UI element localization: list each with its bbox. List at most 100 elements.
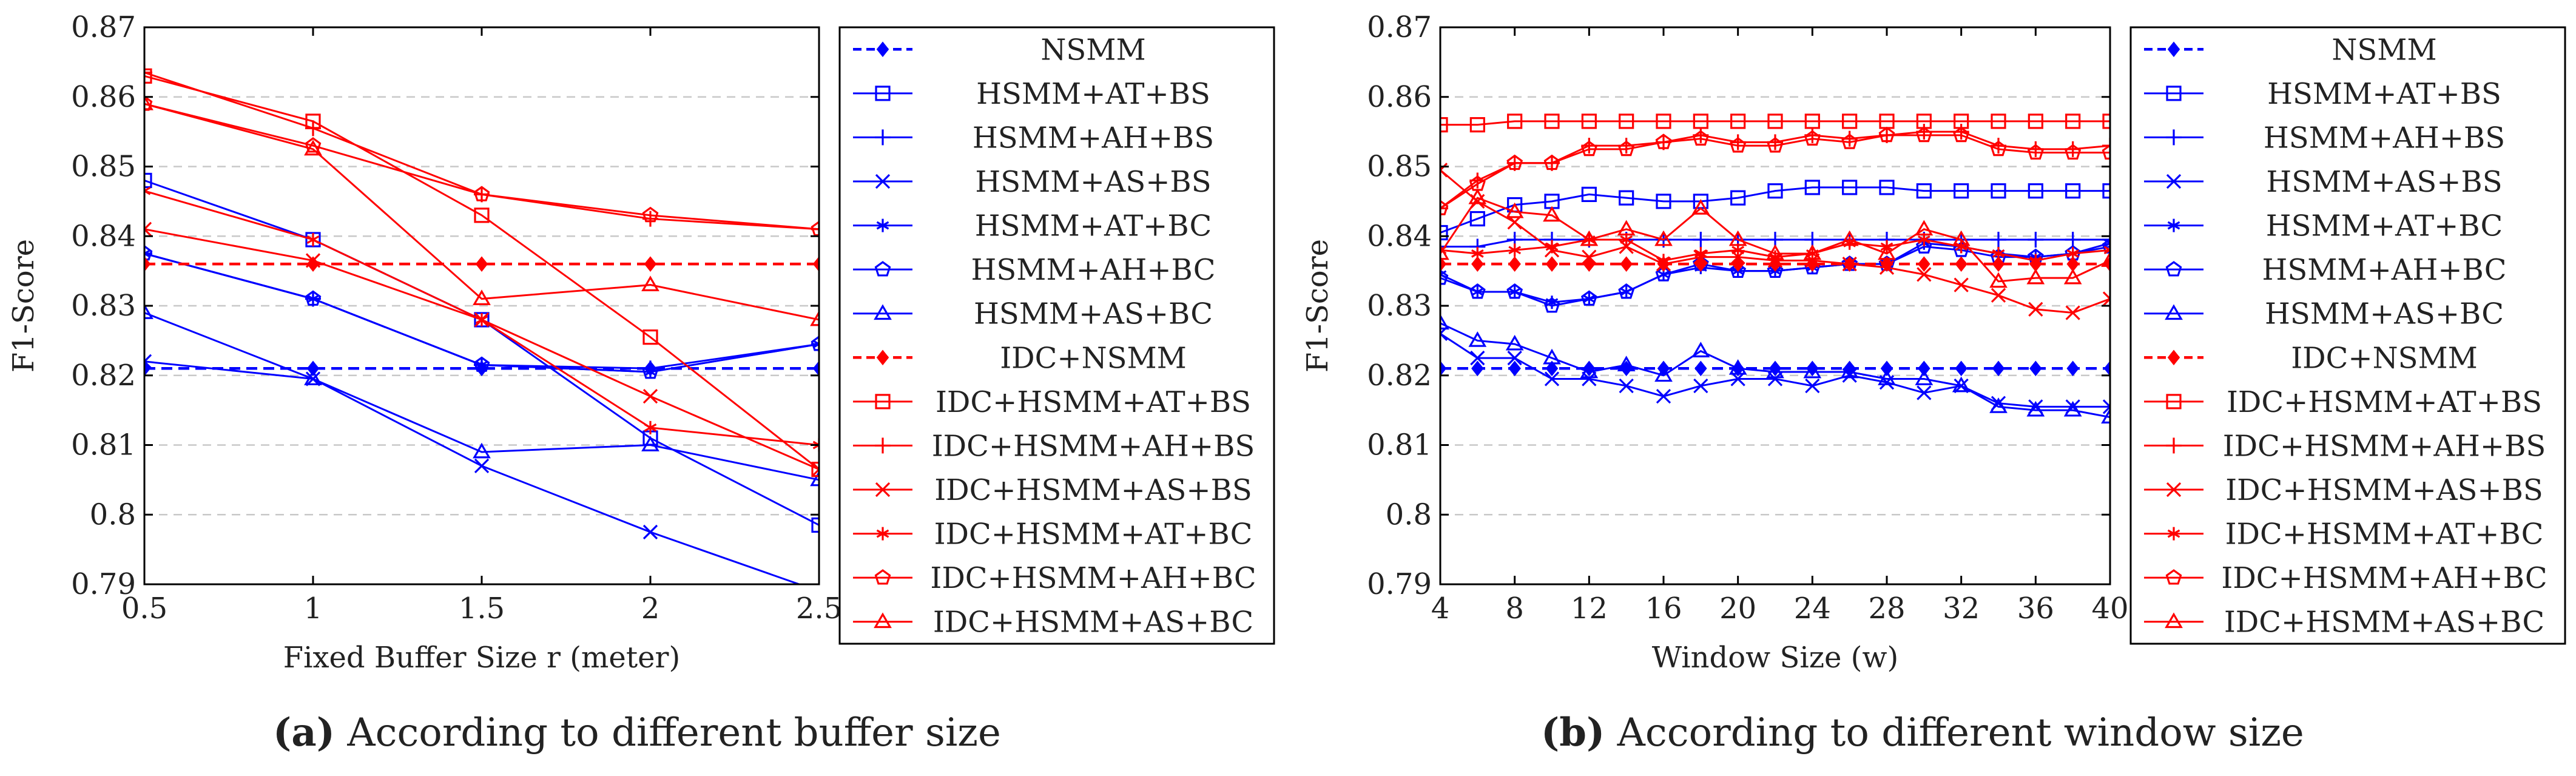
- pa-xtick-label-3: 2: [641, 592, 660, 626]
- pb-point-idc-hsmm-as-bc-17: [2063, 268, 2082, 285]
- pa-point-nsmm-4: [812, 360, 819, 377]
- pb-legend-label-hsmm-ah-bs: HSMM+AH+BS: [2264, 121, 2505, 155]
- pa-point-idc-hsmm-ah-bc-2: [473, 186, 490, 201]
- pb-ytick-label-7: 0.86: [1367, 80, 1432, 114]
- pb-point-hsmm-ah-bs-16: [2028, 231, 2044, 248]
- caption-a-text: According to different buffer size: [335, 710, 1001, 755]
- pa-legend-marker-hsmm-as-bc: [874, 304, 892, 320]
- pa-legend-label-idc-hsmm-as-bs: IDC+HSMM+AS+BS: [934, 473, 1252, 507]
- pb-point-hsmm-at-bs-8: [1730, 190, 1746, 206]
- pb-point-hsmm-as-bc-4: [1580, 362, 1599, 379]
- pb-legend-marker-idc-hsmm-at-bs: [2166, 394, 2182, 410]
- pb-point-idc-hsmm-at-bs-5: [1619, 113, 1634, 129]
- pb-point-hsmm-as-bs-4: [1582, 371, 1597, 386]
- pb-point-idc-hsmm-as-bc-12: [1878, 244, 1896, 260]
- pb-point-hsmm-as-bc-7: [1691, 342, 1710, 357]
- pb-point-hsmm-ah-bs-7: [1693, 231, 1709, 248]
- pa-point-hsmm-at-bs-0: [144, 172, 152, 189]
- pa-point-idc-nsmm-4: [812, 256, 819, 272]
- pa-point-idc-hsmm-as-bc-3: [641, 275, 659, 291]
- pa-point-idc-hsmm-as-bs-3: [642, 389, 658, 404]
- pb-point-idc-hsmm-as-bs-4: [1582, 249, 1597, 265]
- pb-point-idc-hsmm-as-bc-10: [1803, 244, 1822, 260]
- pb-point-hsmm-as-bc-10: [1803, 362, 1822, 379]
- pb-xtick-label-6: 28: [1868, 592, 1905, 626]
- pb-point-idc-hsmm-ah-bs-18: [2102, 138, 2110, 154]
- pa-legend-marker-idc-hsmm-at-bs: [875, 394, 891, 410]
- pa-series-idc-hsmm-ah-bs: [144, 64, 819, 237]
- pa-point-hsmm-at-bs-4: [811, 517, 819, 533]
- pa-legend-marker-idc-hsmm-ah-bc: [874, 569, 891, 585]
- pa-point-nsmm-1: [306, 360, 320, 377]
- pb-point-idc-hsmm-as-bc-15: [1989, 272, 2008, 288]
- pb-point-nsmm-13: [1918, 360, 1930, 377]
- pb-xtick-label-4: 20: [1719, 592, 1756, 626]
- pa-point-idc-hsmm-as-bc-4: [810, 310, 819, 326]
- pb-series-nsmm: [1440, 360, 2110, 377]
- pb-point-idc-hsmm-at-bs-16: [2028, 113, 2043, 129]
- pb-point-idc-hsmm-ah-bc-11: [1841, 133, 1858, 149]
- pb-ytick-label-3: 0.82: [1367, 359, 1432, 393]
- pb-point-hsmm-as-bc-6: [1654, 366, 1673, 382]
- pb-point-hsmm-ah-bc-5: [1618, 283, 1635, 299]
- pb-series-idc-hsmm-at-bs: [1440, 113, 2110, 133]
- pb-point-idc-nsmm-4: [1583, 256, 1596, 272]
- pb-point-idc-hsmm-as-bs-12: [1879, 260, 1895, 275]
- pa-legend-marker-idc-hsmm-as-bs: [875, 482, 891, 498]
- pa-point-idc-hsmm-as-bs-1: [305, 253, 321, 268]
- pb-point-nsmm-15: [1992, 360, 2005, 377]
- pb-point-hsmm-ah-bc-1: [1469, 283, 1486, 299]
- pb-point-idc-hsmm-as-bc-7: [1691, 199, 1710, 215]
- pb-legend-label-idc-hsmm-ah-bs: IDC+HSMM+AH+BS: [2223, 429, 2546, 463]
- pb-legend-label-nsmm: NSMM: [2332, 33, 2436, 67]
- pa-line-idc-hsmm-as-bc: [144, 103, 819, 321]
- caption-a-label: (a): [273, 710, 335, 755]
- pb-legend-label-idc-hsmm-as-bc: IDC+HSMM+AS+BC: [2224, 606, 2544, 639]
- pb-series-hsmm-at-bs: [1440, 180, 2110, 241]
- pb-point-hsmm-as-bs-7: [1693, 378, 1708, 394]
- pa-series-hsmm-at-bs: [144, 172, 819, 533]
- pb-point-idc-hsmm-at-bs-2: [1507, 113, 1523, 129]
- pa-legend-label-idc-hsmm-as-bc: IDC+HSMM+AS+BC: [933, 606, 1253, 639]
- pa-legend-label-hsmm-ah-bc: HSMM+AH+BC: [971, 253, 1216, 287]
- pb-point-hsmm-as-bc-14: [1952, 376, 1971, 393]
- pb-ylabel: F1-Score: [1301, 239, 1335, 373]
- pb-point-idc-hsmm-at-bs-4: [1581, 113, 1597, 129]
- caption-a: (a) According to different buffer size: [273, 710, 1001, 755]
- pa-xtick-label-0: 0.5: [121, 592, 167, 626]
- pb-legend-label-hsmm-ah-bc: HSMM+AH+BC: [2262, 253, 2507, 287]
- pb-ytick-label-6: 0.85: [1367, 150, 1432, 184]
- pb-legend-marker-hsmm-ah-bc: [2165, 261, 2182, 277]
- pa-point-idc-hsmm-ah-bc-4: [811, 220, 819, 237]
- pa-legend-marker-idc-hsmm-ah-bs: [875, 437, 891, 454]
- pb-point-idc-hsmm-at-bs-17: [2065, 113, 2081, 129]
- pa-point-idc-hsmm-at-bs-4: [811, 462, 819, 477]
- pb-series-idc-hsmm-ah-bc: [1440, 126, 2110, 215]
- pb-point-hsmm-at-bs-11: [1842, 180, 1858, 195]
- pb-point-idc-hsmm-as-bc-4: [1580, 230, 1599, 246]
- pb-legend-label-idc-hsmm-at-bc: IDC+HSMM+AT+BC: [2225, 518, 2544, 552]
- pb-point-hsmm-ah-bc-6: [1655, 266, 1672, 282]
- pb-point-hsmm-at-bs-1: [1469, 211, 1485, 227]
- pb-point-hsmm-as-bc-0: [1440, 314, 1449, 330]
- pa-point-idc-hsmm-at-bc-4: [812, 438, 819, 452]
- pb-point-idc-hsmm-as-bs-0: [1440, 163, 1448, 178]
- pb-point-idc-hsmm-ah-bc-9: [1767, 137, 1784, 153]
- pb-point-idc-hsmm-ah-bc-10: [1804, 130, 1821, 146]
- pa-ytick-label-4: 0.83: [71, 289, 136, 323]
- pb-point-idc-hsmm-as-bc-13: [1915, 220, 1934, 236]
- pb-point-hsmm-as-bs-18: [2102, 399, 2110, 414]
- pb-ytick-label-8: 0.87: [1367, 10, 1432, 44]
- pa-legend-marker-idc-nsmm: [876, 349, 889, 366]
- pb-legend-marker-hsmm-at-bs: [2166, 86, 2182, 101]
- caption-b-label: (b): [1541, 710, 1605, 755]
- pb-point-hsmm-at-bs-5: [1619, 190, 1634, 206]
- pa-line-idc-hsmm-ah-bs: [144, 72, 819, 231]
- pb-point-nsmm-7: [1694, 360, 1707, 377]
- pa-legend-marker-hsmm-as-bs: [875, 174, 891, 189]
- pa-series-hsmm-ah-bc: [144, 245, 819, 379]
- pb-point-idc-hsmm-ah-bc-3: [1543, 154, 1560, 170]
- pb-xtick-label-5: 24: [1794, 592, 1831, 626]
- pb-point-idc-hsmm-as-bc-14: [1952, 230, 1971, 246]
- pb-series-idc-hsmm-as-bc: [1440, 188, 2110, 288]
